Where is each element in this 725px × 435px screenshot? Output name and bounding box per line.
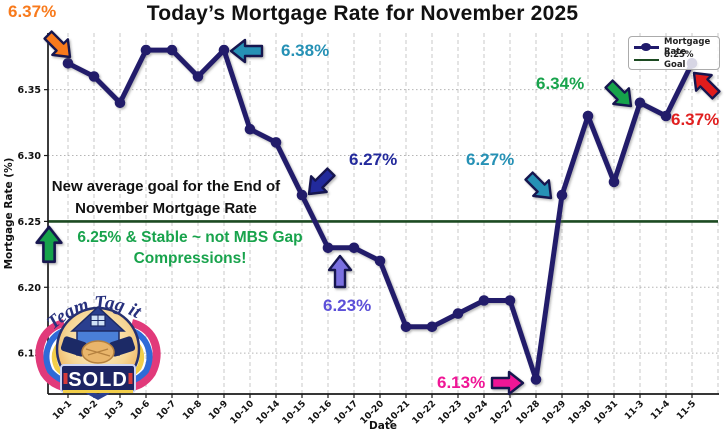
x-tick-label: 11-3 — [623, 399, 646, 422]
sold-banner: SOLD — [60, 364, 136, 400]
goal-note: New average goal for the End of November… — [16, 176, 316, 220]
data-point-marker — [452, 308, 464, 319]
x-tick-label: 10-27 — [489, 399, 516, 426]
x-tick-label: 10-8 — [181, 399, 204, 422]
green-up-arrow — [35, 225, 63, 264]
callout-mid-drop: 6.27% — [349, 150, 398, 169]
stable-note-line2: Compressions! — [133, 250, 247, 267]
data-point-marker — [114, 97, 126, 109]
mortgage-rate-series — [62, 44, 698, 385]
y-tick-label: 6.20 — [18, 283, 42, 294]
x-tick-label: 10-29 — [541, 399, 568, 426]
y-tick-label: 6.30 — [18, 151, 42, 162]
data-point-marker — [140, 44, 152, 56]
team-tag-it-sold-logo: SOLD Team Tag it — [35, 292, 161, 400]
x-tick-label: 10-28 — [515, 399, 542, 426]
data-point-marker — [426, 321, 438, 333]
purple-up-arrow — [327, 254, 353, 289]
legend-item-goal: 6.25% Goal — [633, 50, 714, 70]
x-tick-label: 10-16 — [307, 399, 334, 426]
x-tick-label: 10-22 — [411, 399, 438, 426]
orange-down-right-arrow — [43, 30, 72, 59]
data-point-marker — [582, 110, 594, 122]
callout-flat-low: 6.23% — [323, 296, 372, 315]
callout-peak: 6.38% — [281, 41, 330, 60]
legend-item-mortgage-rate: Mortgage Rate — [633, 37, 714, 57]
data-point-marker — [62, 58, 74, 69]
navy-down-left-arrow — [307, 167, 336, 196]
sold-text: SOLD — [68, 369, 128, 391]
data-point-marker — [348, 242, 360, 254]
x-axis-title: Date — [369, 420, 397, 432]
callout-rate-end: 6.37% — [671, 110, 720, 129]
callout-month-low: 6.13% — [437, 373, 486, 392]
x-tick-label: 11-5 — [675, 399, 698, 422]
data-point-marker — [244, 123, 256, 135]
x-tick-label: 10-30 — [567, 399, 594, 426]
y-tick-label: 6.15 — [18, 349, 41, 360]
y-tick-label: 6.35 — [18, 85, 41, 96]
x-tick-label: 10-24 — [463, 399, 490, 426]
data-point-marker — [556, 189, 568, 201]
red-up-left-arrow — [692, 71, 721, 100]
data-point-marker — [166, 44, 178, 56]
x-tick-label: 10-23 — [437, 399, 464, 426]
teal-down-right-arrow — [524, 171, 553, 200]
x-tick-label: 10-31 — [593, 399, 620, 426]
data-point-marker — [634, 97, 646, 109]
data-point-marker — [504, 295, 516, 306]
data-point-marker — [192, 71, 204, 82]
handshake-icon — [60, 336, 136, 364]
data-point-marker — [530, 374, 542, 385]
legend: Mortgage Rate 6.25% Goal — [628, 36, 720, 70]
legend-label: Mortgage Rate — [664, 36, 711, 57]
data-point-marker — [608, 176, 620, 188]
data-point-marker — [478, 295, 490, 306]
x-tick-label: 10-10 — [229, 399, 256, 426]
x-tick-label: 10-14 — [255, 399, 282, 426]
y-tick-label: 6.25 — [18, 217, 41, 228]
data-point-marker — [270, 137, 282, 148]
mortgage-rate-line-sample — [633, 42, 660, 52]
data-point-marker — [660, 110, 672, 122]
callout-rate-start: 6.37% — [8, 2, 57, 21]
data-point-marker — [296, 189, 308, 201]
x-tick-label: 11-4 — [649, 399, 672, 422]
data-point-marker — [400, 321, 412, 333]
x-tick-label: 10-17 — [333, 399, 360, 426]
y-axis-title: Mortgage Rate (%) — [3, 158, 15, 270]
page-title: Today’s Mortgage Rate for November 2025 — [146, 2, 579, 25]
stable-note-line1: 6.25% & Stable ~ not MBS Gap — [77, 229, 303, 246]
annotation-arrows — [35, 30, 721, 396]
magenta-right-arrow — [490, 370, 525, 396]
teal-left-arrow — [229, 38, 264, 64]
data-point-marker — [322, 242, 334, 254]
data-point-marker — [218, 44, 230, 56]
legend-label: 6.25% Goal — [664, 49, 694, 70]
green-down-right-arrow — [604, 79, 633, 108]
stable-note: 6.25% & Stable ~ not MBS Gap Compression… — [40, 227, 340, 269]
x-tick-label: 10-9 — [207, 399, 230, 422]
goal-note-line2: November Mortgage Rate — [75, 200, 257, 217]
callout-nov-high: 6.34% — [536, 74, 585, 93]
data-point-marker — [374, 255, 386, 267]
goal-line-sample — [633, 55, 660, 65]
x-tick-label: 10-15 — [281, 399, 308, 426]
goal-note-line1: New average goal for the End of — [51, 178, 281, 195]
callout-rebound: 6.27% — [466, 150, 515, 169]
data-point-marker — [88, 71, 100, 82]
